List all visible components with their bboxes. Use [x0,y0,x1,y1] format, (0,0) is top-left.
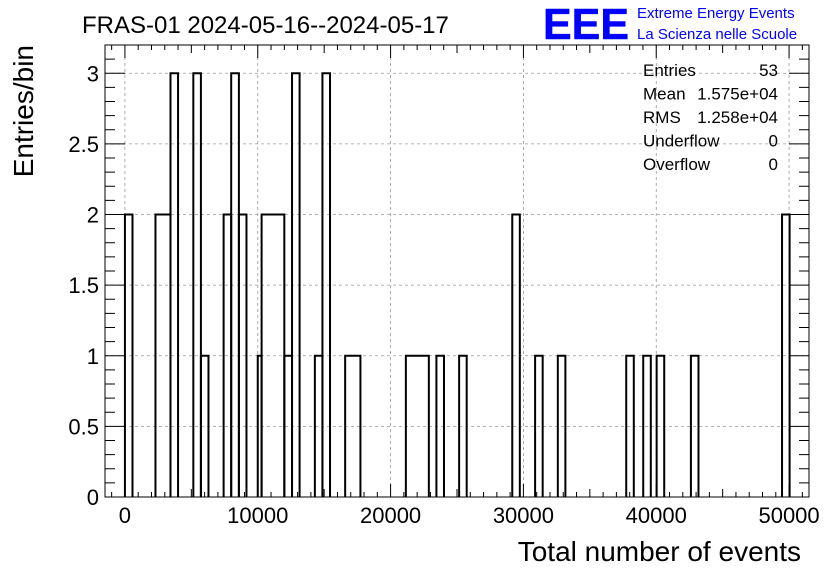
histogram-bin [169,72,180,497]
stats-label: Underflow [643,132,720,151]
x-tick-label: 10000 [227,503,288,528]
stats-label: Entries [643,61,696,80]
histogram-bin [344,354,362,497]
chart-title: FRAS-01 2024-05-16--2024-05-17 [82,12,449,39]
histogram-bin [435,354,445,497]
logo-line-1: Extreme Energy Events [637,5,795,22]
stats-label: RMS [643,108,681,127]
histogram-bin [556,354,567,497]
histogram-bin [655,354,666,497]
x-axis-label: Total number of events [518,536,801,567]
y-tick-label: 2.5 [68,132,99,157]
x-tick-label: 30000 [493,503,554,528]
logo-mark: EEE [543,0,629,49]
stats-value: 53 [759,61,778,80]
histogram-bin [321,72,332,497]
histogram-bin [689,354,700,497]
x-tick-label: 40000 [626,503,687,528]
histogram-bin [192,72,202,497]
histogram-bin [458,354,468,497]
histogram-bin [511,213,521,497]
x-axis: 0 10000 20000 30000 40000 50000 [111,45,820,528]
histogram-bin [404,354,430,497]
stats-value: 1.575e+04 [697,85,778,104]
stats-label: Mean [643,85,686,104]
histogram-bin [199,354,210,497]
stats-value: 0 [769,132,778,151]
x-tick-label: 20000 [360,503,421,528]
x-tick-label: 0 [119,503,131,528]
histogram-bin [237,213,248,497]
histogram-bin [642,354,652,497]
y-axis-label: Entries/bin [8,45,39,177]
logo-line-2: La Scienza nelle Scuole [637,26,797,43]
x-tick-label: 50000 [758,503,819,528]
stats-value: 0 [769,155,778,174]
y-tick-label: 2 [87,203,99,228]
stats-value: 1.258e+04 [697,108,778,127]
eee-logo: EEE Extreme Energy Events La Scienza nel… [543,0,797,49]
histogram-bin [534,354,544,497]
y-tick-label: 0 [87,485,99,510]
stats-box: Entries 53 Mean 1.575e+04 RMS 1.258e+04 Underf… [643,61,778,174]
y-tick-label: 1.5 [68,273,99,298]
y-tick-label: 0.5 [68,414,99,439]
y-tick-label: 3 [87,61,99,86]
histogram-bin [291,72,301,497]
stats-label: Overflow [643,155,711,174]
y-axis: 0 0.5 1 1.5 2 2.5 3 [68,58,809,510]
histogram-bin [625,354,635,497]
y-tick-label: 1 [87,344,99,369]
